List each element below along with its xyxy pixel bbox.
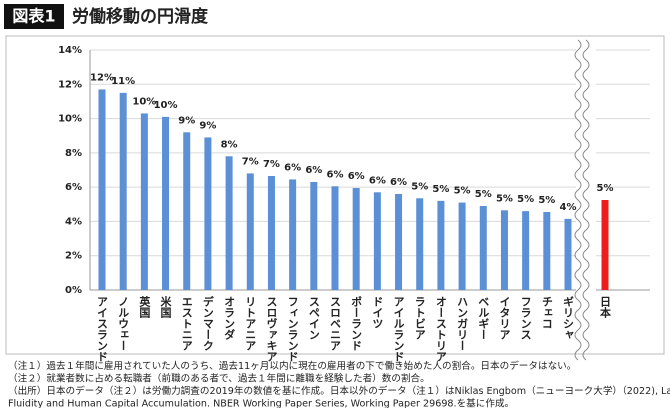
x-tick-label: ベルギー bbox=[477, 296, 490, 340]
axis-break bbox=[574, 39, 582, 361]
value-label: 9% bbox=[199, 120, 216, 131]
y-tick-label: 10% bbox=[58, 114, 82, 125]
value-label: 7% bbox=[263, 159, 280, 170]
value-label: 5% bbox=[475, 189, 492, 200]
y-tick-label: 8% bbox=[65, 148, 82, 159]
value-label: 5% bbox=[432, 184, 449, 195]
bar bbox=[373, 192, 381, 290]
bar bbox=[225, 156, 233, 290]
bar bbox=[140, 113, 148, 290]
x-tick-label: チェコ bbox=[540, 296, 553, 329]
x-tick-label: ノルウェー bbox=[117, 296, 130, 351]
x-tick-label: アイルランド bbox=[392, 296, 405, 362]
bar bbox=[331, 186, 339, 290]
value-label: 9% bbox=[178, 115, 195, 126]
value-label: 5% bbox=[538, 195, 555, 206]
value-label: 5% bbox=[496, 193, 513, 204]
x-tick-label: オーストリア bbox=[434, 296, 447, 362]
value-label: 4% bbox=[560, 202, 577, 213]
note: Fluidity and Human Capital Accumulation.… bbox=[8, 398, 514, 408]
bar bbox=[98, 89, 106, 290]
bar bbox=[564, 218, 572, 290]
y-tick-label: 14% bbox=[58, 45, 82, 56]
x-tick-label: ドイツ bbox=[371, 296, 384, 329]
x-tick-label: ポーランド bbox=[350, 295, 363, 351]
bar bbox=[204, 137, 212, 290]
y-tick-label: 12% bbox=[58, 79, 82, 90]
y-tick-label: 6% bbox=[65, 182, 82, 193]
x-tick-label: リトアニア bbox=[244, 296, 257, 351]
x-tick-label: エストニア bbox=[180, 296, 193, 351]
bar bbox=[267, 176, 275, 290]
value-label: 6% bbox=[305, 165, 322, 176]
value-label: 7% bbox=[242, 156, 259, 167]
x-tick-label: フィンランド bbox=[286, 296, 299, 362]
value-label: 10% bbox=[132, 96, 156, 107]
value-label: 5% bbox=[411, 181, 428, 192]
figure-label: 図表1 bbox=[12, 7, 55, 26]
note: （出所）日本のデータ（注２）は労働力調査の2019年の数値を基に作成。日本以外の… bbox=[8, 385, 670, 397]
x-tick-label: ギリシャ bbox=[562, 295, 575, 340]
y-tick-label: 0% bbox=[65, 285, 82, 296]
value-label: 5% bbox=[517, 194, 534, 205]
value-label: 8% bbox=[221, 139, 238, 150]
x-tick-label: デンマーク bbox=[201, 295, 214, 351]
note: （注２）就業者数に占める転職者（前職のある者で、過去１年間に離職を経験した者）数… bbox=[8, 373, 430, 385]
bar bbox=[289, 179, 297, 290]
axis-break bbox=[582, 39, 590, 361]
value-label: 6% bbox=[284, 162, 301, 173]
bar bbox=[416, 198, 424, 290]
value-label: 10% bbox=[154, 100, 178, 111]
bar bbox=[395, 194, 403, 290]
bar bbox=[543, 212, 551, 290]
bar bbox=[522, 211, 530, 290]
x-tick-label: 日本 bbox=[599, 296, 612, 319]
value-label: 5% bbox=[597, 183, 614, 194]
figure-label-box bbox=[4, 4, 64, 29]
bar bbox=[162, 116, 170, 290]
bar bbox=[500, 210, 508, 290]
chart-title: 労働移動の円滑度 bbox=[72, 6, 209, 27]
x-tick-label: オランダ bbox=[223, 296, 236, 340]
x-tick-label: アイスランド bbox=[96, 296, 109, 362]
x-tick-label: フランス bbox=[519, 296, 532, 340]
bar bbox=[246, 173, 254, 290]
notes: （注１）過去１年間に雇用されていた人のうち、過去11ヶ月以内に現在の雇用者の下で… bbox=[8, 360, 670, 408]
x-tick-label: スペイン bbox=[307, 296, 320, 340]
bar bbox=[119, 92, 127, 290]
y-tick-label: 2% bbox=[65, 251, 82, 262]
bar bbox=[183, 132, 191, 290]
value-label: 5% bbox=[454, 186, 471, 197]
bar bbox=[352, 188, 360, 290]
bar bbox=[601, 200, 609, 290]
frame bbox=[5, 35, 665, 355]
value-label: 6% bbox=[369, 175, 386, 186]
x-tick-label: ラトビア bbox=[413, 296, 426, 340]
x-tick-label: スロヴァキア bbox=[265, 296, 278, 362]
bar bbox=[437, 200, 445, 290]
x-tick-label: 英国 bbox=[138, 295, 152, 319]
note: （注１）過去１年間に雇用されていた人のうち、過去11ヶ月以内に現在の雇用者の下で… bbox=[8, 360, 576, 372]
x-tick-label: ハンガリー bbox=[456, 296, 469, 351]
x-tick-label: 米国 bbox=[159, 295, 173, 319]
bar bbox=[479, 206, 487, 290]
value-label: 6% bbox=[348, 171, 365, 182]
y-tick-label: 4% bbox=[65, 216, 82, 227]
value-label: 6% bbox=[327, 169, 344, 180]
x-tick-label: イタリア bbox=[498, 296, 511, 340]
x-tick-label: スロベニア bbox=[329, 296, 342, 351]
bar bbox=[458, 202, 466, 290]
value-label: 12% bbox=[90, 72, 114, 83]
value-label: 6% bbox=[390, 177, 407, 188]
value-label: 11% bbox=[111, 76, 135, 87]
bar bbox=[310, 182, 318, 290]
